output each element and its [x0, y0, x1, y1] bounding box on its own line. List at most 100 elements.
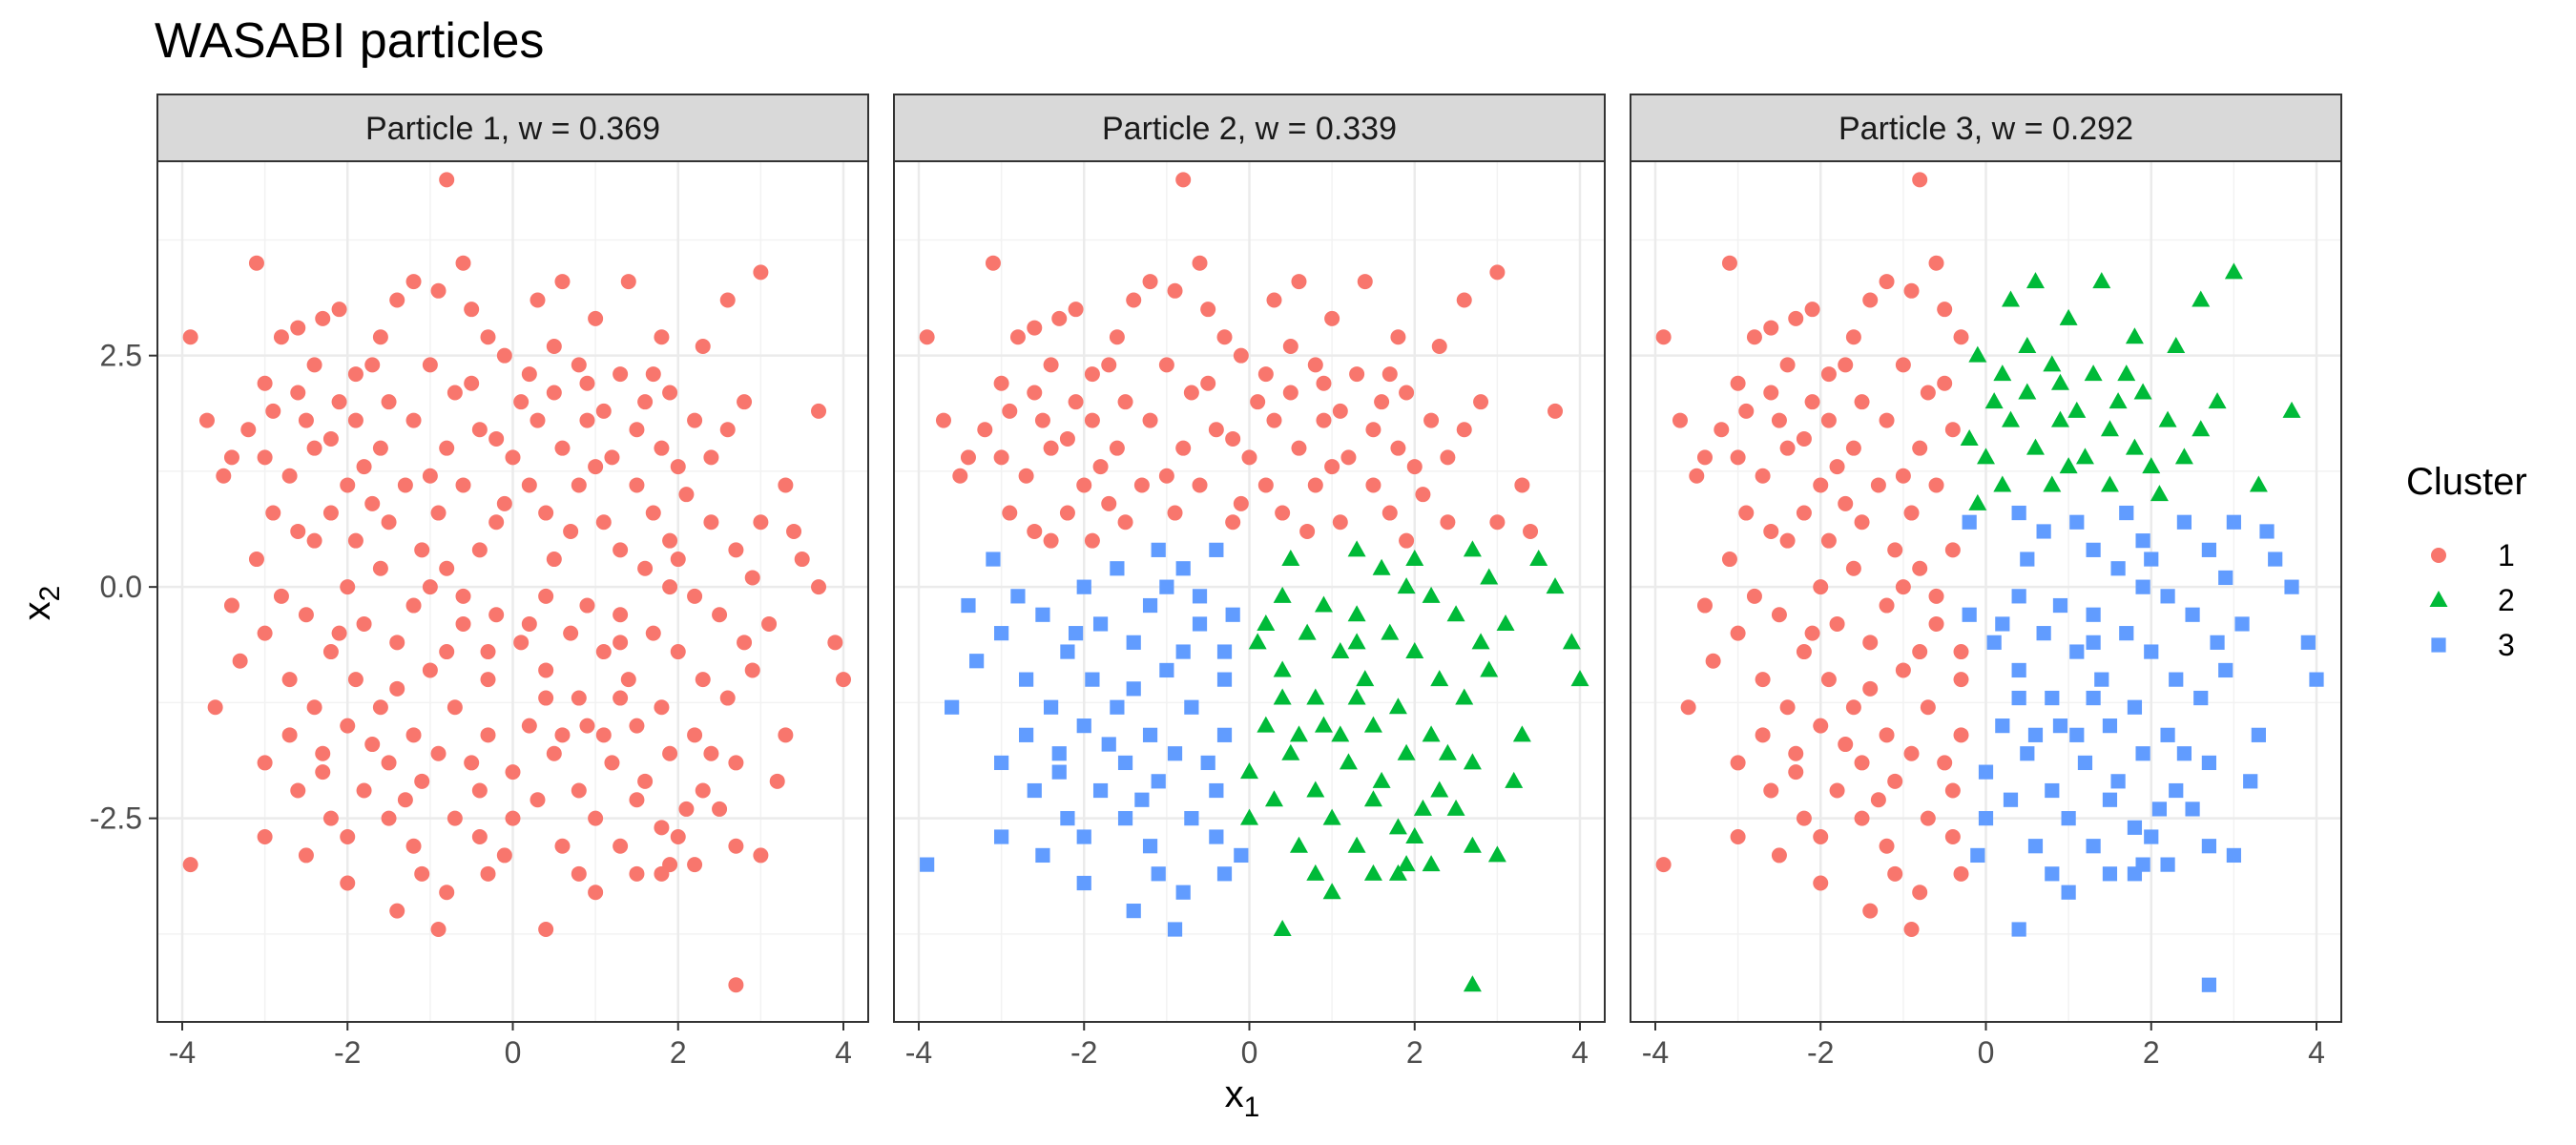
facet-panel-1: Particle 1, w = 0.369	[156, 94, 869, 1023]
data-point-cluster-2	[1529, 550, 1548, 567]
data-point-cluster-1	[703, 745, 719, 761]
data-point-cluster-1	[257, 829, 273, 845]
data-point-cluster-1	[1903, 745, 1920, 761]
data-point-cluster-1	[1903, 505, 1920, 521]
data-point-cluster-1	[1192, 477, 1208, 493]
data-point-cluster-2	[1480, 568, 1499, 585]
data-point-cluster-3	[2052, 718, 2068, 734]
data-point-cluster-2	[1388, 864, 1407, 881]
data-point-cluster-1	[645, 505, 661, 521]
data-point-cluster-3	[2309, 672, 2324, 687]
data-point-cluster-1	[571, 690, 587, 706]
data-point-cluster-1	[1738, 403, 1755, 419]
data-point-cluster-1	[1034, 412, 1050, 428]
data-point-cluster-1	[273, 588, 289, 604]
data-point-cluster-1	[340, 718, 356, 734]
data-point-cluster-2	[1306, 864, 1325, 881]
strip-label: Particle 3, w = 0.292	[1839, 111, 2133, 147]
data-point-cluster-3	[1209, 829, 1224, 844]
data-point-cluster-1	[381, 755, 397, 771]
data-point-cluster-1	[347, 366, 364, 383]
data-point-cluster-1	[1282, 385, 1298, 401]
data-point-cluster-2	[1289, 725, 1308, 742]
data-point-cluster-1	[1158, 468, 1174, 484]
x-axis-title: x1	[1225, 1073, 1260, 1123]
data-point-cluster-1	[322, 644, 339, 660]
data-point-cluster-3	[1209, 782, 1224, 799]
data-point-cluster-1	[1838, 737, 1854, 753]
data-point-cluster-3	[1216, 672, 1233, 687]
data-point-cluster-2	[2109, 392, 2128, 409]
data-point-cluster-3	[1184, 699, 1199, 715]
data-point-cluster-1	[1870, 792, 1886, 808]
data-point-cluster-2	[2117, 364, 2136, 382]
data-point-cluster-3	[1051, 746, 1067, 761]
data-point-cluster-1	[530, 792, 546, 808]
data-point-cluster-1	[629, 422, 645, 438]
data-point-cluster-1	[439, 172, 455, 188]
data-point-cluster-1	[629, 865, 645, 882]
data-point-cluster-1	[306, 357, 322, 373]
data-point-cluster-2	[2125, 327, 2144, 344]
data-point-cluster-1	[1548, 403, 1564, 419]
data-point-cluster-1	[1324, 310, 1340, 326]
data-point-cluster-1	[405, 597, 422, 614]
data-point-cluster-1	[1854, 514, 1870, 531]
data-point-cluster-1	[216, 468, 232, 484]
data-point-cluster-1	[347, 412, 364, 428]
data-point-cluster-1	[1291, 440, 1307, 456]
data-point-cluster-1	[439, 560, 455, 576]
data-point-cluster-1	[637, 394, 654, 410]
data-point-cluster-1	[728, 542, 744, 558]
data-point-cluster-1	[496, 847, 512, 864]
data-point-cluster-1	[1233, 495, 1249, 511]
data-point-cluster-2	[1257, 716, 1276, 733]
data-point-cluster-3	[1184, 811, 1199, 826]
data-point-cluster-1	[405, 727, 422, 743]
data-point-cluster-3	[2160, 727, 2175, 742]
data-point-cluster-2	[1281, 550, 1300, 567]
data-point-cluster-2	[1960, 428, 1979, 446]
data-point-cluster-1	[397, 477, 413, 493]
data-point-cluster-1	[381, 394, 397, 410]
data-point-cluster-1	[265, 403, 281, 419]
data-point-cluster-3	[1962, 514, 1977, 530]
data-point-cluster-1	[1655, 857, 1672, 873]
data-point-cluster-3	[994, 829, 1009, 844]
data-point-cluster-1	[397, 792, 413, 808]
data-point-cluster-2	[1273, 920, 1292, 937]
data-point-cluster-1	[1076, 477, 1092, 493]
data-point-cluster-2	[2192, 420, 2211, 437]
data-point-cluster-3	[2011, 662, 2026, 678]
data-point-cluster-2	[2067, 401, 2087, 418]
data-point-cluster-3	[1151, 542, 1166, 557]
data-point-cluster-1	[744, 662, 760, 678]
data-point-cluster-1	[1779, 440, 1796, 456]
data-point-cluster-1	[1142, 274, 1158, 290]
data-point-cluster-1	[340, 477, 356, 493]
data-point-cluster-1	[588, 810, 604, 826]
data-point-cluster-1	[662, 579, 678, 595]
data-point-cluster-1	[595, 403, 612, 419]
data-point-cluster-1	[1829, 615, 1845, 632]
data-point-cluster-3	[2011, 922, 2026, 937]
data-point-cluster-1	[496, 347, 512, 364]
data-point-cluster-1	[290, 385, 306, 401]
data-point-cluster-1	[340, 579, 356, 595]
data-point-cluster-2	[2100, 420, 2119, 437]
data-point-cluster-1	[1440, 449, 1456, 466]
data-point-cluster-1	[662, 532, 678, 549]
data-point-cluster-1	[322, 810, 339, 826]
strip-label: Particle 1, w = 0.369	[365, 111, 660, 147]
data-point-cluster-1	[281, 727, 298, 743]
data-point-cluster-1	[1084, 412, 1100, 428]
data-point-cluster-1	[1084, 532, 1100, 549]
data-point-cluster-1	[1937, 755, 1953, 771]
data-point-cluster-1	[364, 357, 381, 373]
data-point-cluster-3	[1076, 829, 1091, 844]
data-point-cluster-1	[372, 560, 388, 576]
data-point-cluster-1	[488, 607, 505, 623]
data-point-cluster-3	[1142, 727, 1158, 742]
data-point-cluster-1	[546, 385, 562, 401]
data-point-cluster-1	[1928, 615, 1944, 632]
